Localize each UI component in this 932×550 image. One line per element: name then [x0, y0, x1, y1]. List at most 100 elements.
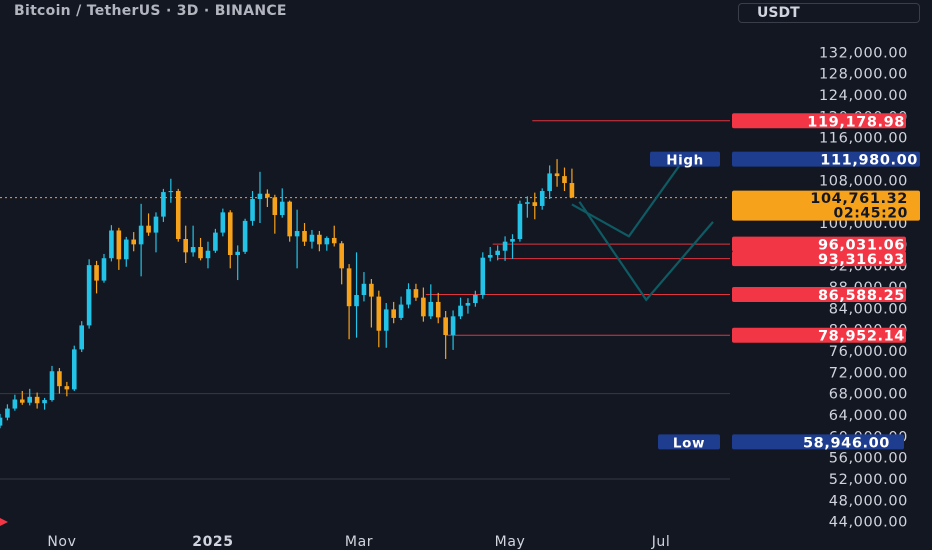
- candle-body: [539, 191, 545, 206]
- candle: [42, 397, 47, 410]
- level-label: 119,178.98: [807, 114, 905, 130]
- candle: [138, 203, 144, 277]
- candle-body: [510, 239, 515, 242]
- candle: [213, 228, 218, 253]
- candle: [450, 310, 456, 350]
- high-value-box: [732, 151, 920, 167]
- candle-body: [94, 265, 99, 281]
- time-axis[interactable]: Nov 2025 Mar May Jul: [47, 534, 670, 550]
- candle-body: [287, 201, 292, 237]
- candle: [79, 321, 85, 353]
- candle: [220, 208, 226, 237]
- candle-body: [480, 257, 486, 295]
- candle: [413, 283, 419, 301]
- candle: [502, 236, 508, 261]
- candle: [361, 272, 367, 302]
- y-tick-label: 44,000.00: [829, 515, 908, 531]
- candle-body: [569, 183, 575, 198]
- currency-button[interactable]: USDT: [738, 3, 920, 23]
- candle: [554, 159, 560, 187]
- candle-body: [131, 239, 136, 245]
- candle-body: [175, 191, 181, 240]
- candle-body: [161, 192, 166, 217]
- candle-body: [272, 197, 278, 216]
- candle-body: [183, 239, 188, 253]
- candle: [168, 178, 174, 203]
- candle: [398, 296, 404, 321]
- level-label: 93,316.93: [818, 252, 905, 268]
- candle-body: [547, 173, 552, 192]
- candle-body: [383, 309, 389, 331]
- candle: [406, 283, 411, 309]
- candle-body: [294, 231, 300, 237]
- candle: [324, 236, 330, 251]
- candle: [458, 297, 463, 319]
- x-tick-label: Nov: [47, 534, 76, 550]
- candle-body: [0, 417, 3, 426]
- candle: [94, 260, 99, 294]
- candle: [294, 209, 300, 269]
- candle: [101, 253, 107, 283]
- left-arrow-marker: [0, 518, 8, 526]
- candle: [510, 234, 515, 259]
- candle-body: [443, 317, 448, 335]
- price-label-value: 104,761.32: [810, 191, 908, 207]
- candle-body: [413, 289, 419, 298]
- candle: [161, 188, 166, 222]
- candle: [227, 210, 233, 269]
- level-label: 86,588.25: [818, 288, 905, 304]
- candle-body: [57, 371, 62, 387]
- y-tick-label: 56,000.00: [829, 451, 908, 467]
- candle: [339, 241, 344, 285]
- candle-body: [346, 268, 352, 307]
- y-tick-label: 124,000.00: [819, 88, 908, 104]
- low-value-box: [732, 434, 904, 450]
- candle: [354, 252, 359, 338]
- candle-body: [27, 396, 33, 403]
- candle-body: [317, 234, 322, 245]
- candle-body: [302, 231, 307, 242]
- candle: [569, 168, 575, 198]
- y-tick-label: 72,000.00: [829, 365, 908, 381]
- high-value: 111,980.00: [820, 153, 918, 169]
- horizontal-rays: [0, 393, 730, 480]
- candle: [265, 189, 270, 208]
- level-label: 78,952.14: [818, 329, 905, 345]
- candle-body: [339, 243, 344, 269]
- candle: [391, 301, 396, 324]
- candle-body: [64, 386, 70, 390]
- candle: [532, 192, 538, 220]
- candle-body: [562, 176, 567, 184]
- high-tag-box: [650, 151, 720, 167]
- x-tick-label: Jul: [651, 534, 671, 550]
- price-label-countdown: 02:45:20: [834, 206, 908, 222]
- candle-body: [220, 212, 226, 233]
- candle-body: [502, 241, 508, 251]
- zigzag-drawings[interactable]: [571, 159, 714, 302]
- candle-body: [473, 294, 478, 303]
- candle: [428, 284, 434, 319]
- candle-body: [5, 408, 10, 418]
- candle: [547, 165, 552, 200]
- candle: [250, 191, 255, 226]
- candle: [19, 390, 25, 405]
- level-label-box: [732, 287, 906, 303]
- y-tick-label: 68,000.00: [829, 387, 908, 403]
- candle: [443, 310, 448, 359]
- low-tag-box: [658, 434, 720, 450]
- candle: [71, 345, 77, 391]
- x-tick-label: 2025: [192, 534, 233, 550]
- candle-body: [109, 230, 114, 259]
- candle-body: [168, 191, 174, 193]
- candle-body: [242, 220, 248, 252]
- candle-body: [235, 251, 240, 256]
- candle-body: [525, 202, 530, 204]
- candle-body: [391, 309, 396, 318]
- y-tick-label: 52,000.00: [829, 472, 908, 488]
- candle-body: [376, 296, 382, 331]
- candle: [123, 236, 129, 267]
- candle: [27, 388, 33, 406]
- level-lines: [425, 120, 730, 336]
